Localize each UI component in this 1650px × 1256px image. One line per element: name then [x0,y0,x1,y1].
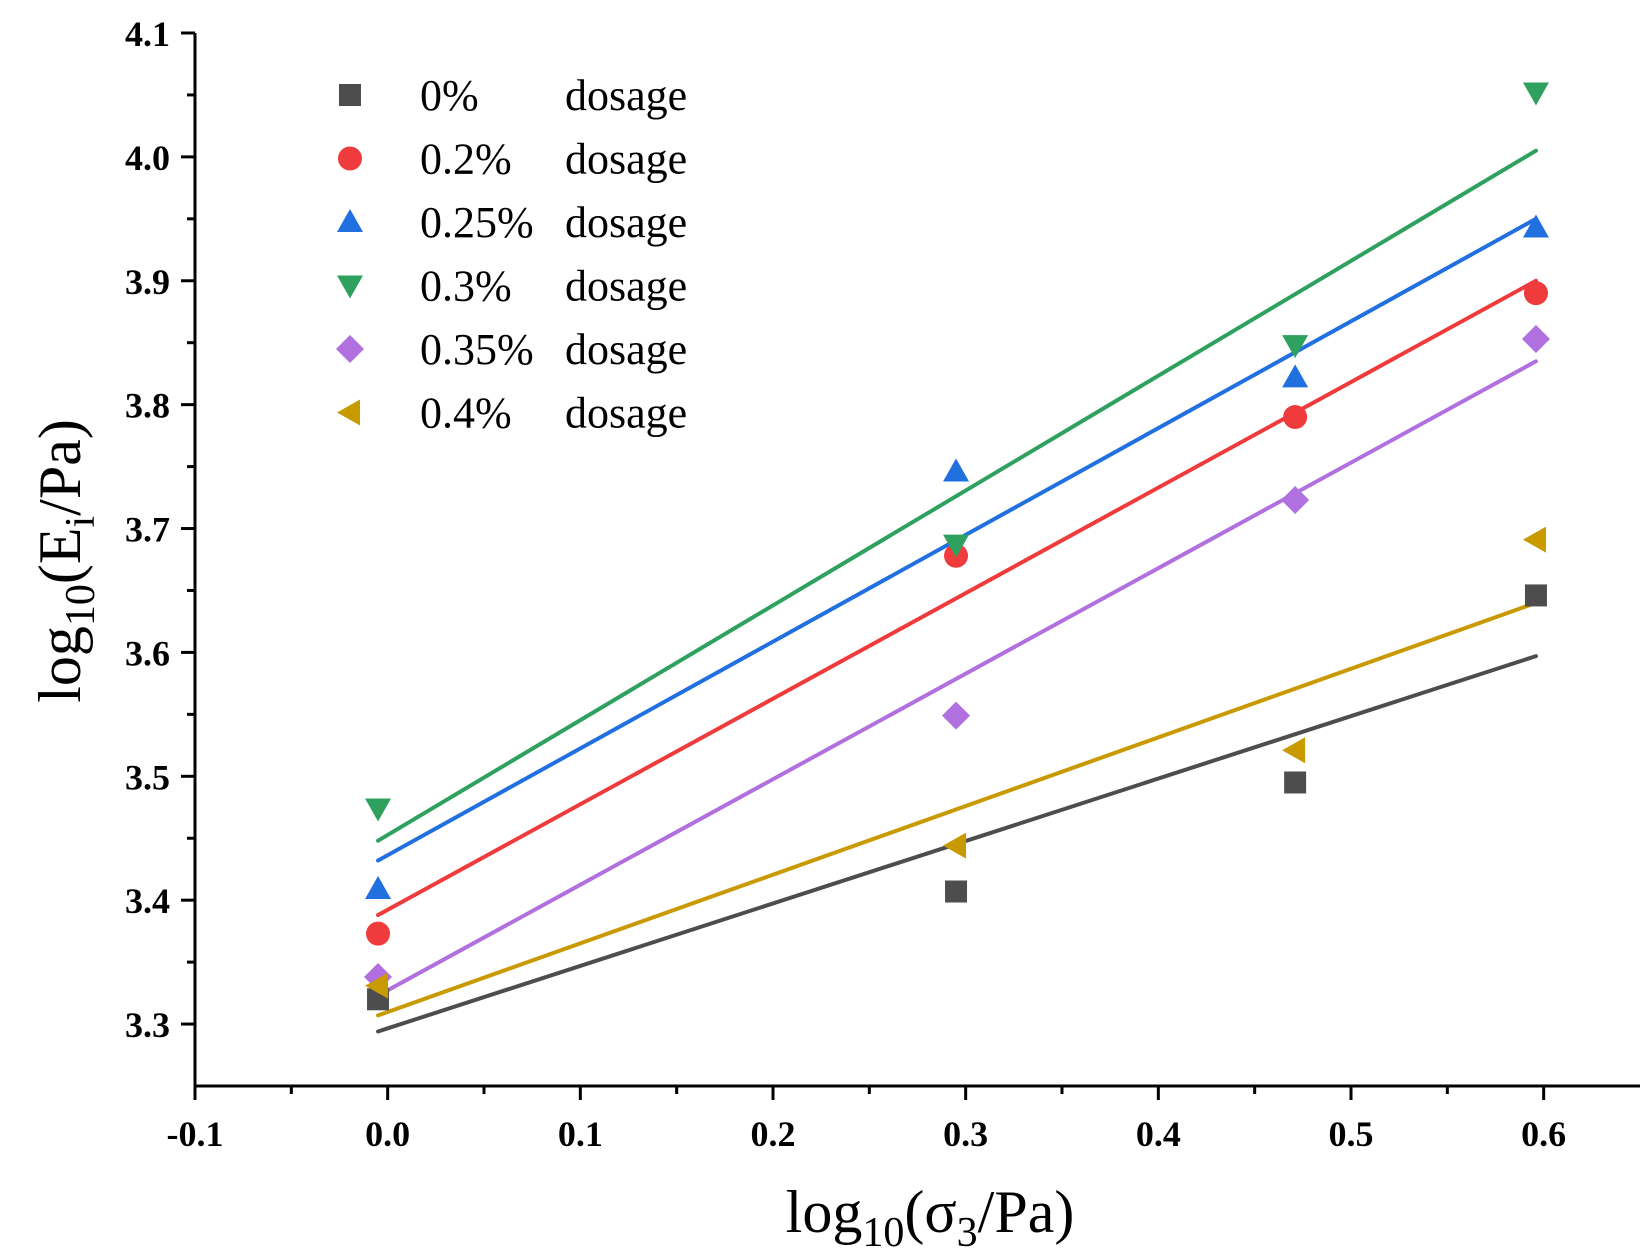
axes: -0.1 0.0 0.1 0.2 0.3 0.4 0.5 0.6 3.3 3.4 3.5 3.6 3.7… [125,14,1640,1154]
data-point-1-2 [1283,405,1308,430]
y-tick-label: 4.0 [125,138,170,178]
legend-label-4: 0.35% [420,325,534,374]
data-point-3-1 [943,534,970,558]
y-tick-label: 3.9 [125,262,170,302]
legend-marker-1 [338,146,362,171]
legend-marker-2 [337,209,363,232]
y-tick-label: 3.6 [125,633,170,673]
legend-suffix-1: dosage [565,135,687,184]
x-tick-label: -0.1 [167,1114,224,1154]
data-point-4-2 [1281,486,1310,515]
fit-line-4 [376,359,1538,998]
y-tick-label: 3.5 [125,757,170,797]
x-tick-label: 0.3 [943,1114,988,1154]
data-point-2-3 [1522,214,1549,238]
x-tick-label: 0.1 [558,1114,603,1154]
y-tick-label: 4.1 [125,14,170,54]
data-point-2-2 [1282,364,1309,388]
data-point-2-0 [365,876,392,900]
legend-suffix-4: dosage [565,325,687,374]
x-tick-label: 0.2 [751,1114,796,1154]
y-axis-title: log10(Ei/Pa) [27,419,104,703]
x-axis-title: log10(σ3/Pa) [786,1179,1075,1256]
data-point-5-3 [1522,526,1546,553]
legend-marker-3 [337,275,363,299]
data-point-5-1 [943,832,967,859]
y-tick-label: 3.7 [125,510,170,550]
x-tick-label: 0.4 [1136,1114,1181,1154]
data-point-3-3 [1522,82,1549,106]
data-point-0-2 [1284,771,1307,794]
data-point-0-3 [1524,584,1547,607]
legend-suffix-2: dosage [565,198,687,247]
y-tick-label: 3.3 [125,1005,170,1045]
fit-line-5 [376,600,1538,1018]
legend-label-0: 0% [420,71,479,120]
fit-line-3 [376,148,1538,843]
data-point-1-3 [1523,281,1548,306]
legend-label-1: 0.2% [420,135,512,184]
fit-line-1 [376,278,1538,918]
x-tick-label: 0.6 [1521,1114,1566,1154]
legend-marker-5 [337,399,360,426]
legend-marker-4 [336,335,364,363]
legend-label-5: 0.4% [420,389,512,438]
data-point-1-0 [366,921,391,946]
data-point-2-1 [943,458,970,482]
data-point-5-2 [1282,737,1306,764]
data-point-3-2 [1282,335,1309,359]
legend-suffix-0: dosage [565,71,687,120]
x-tick-label: 0.5 [1329,1114,1374,1154]
data-markers [364,82,1550,1011]
legend: 0% dosage 0.2% dosage 0.25% dosage 0.3% dosage 0… [336,71,687,438]
legend-marker-0 [339,84,361,106]
x-tick-label: 0.0 [365,1114,410,1154]
data-point-0-1 [945,880,968,903]
data-point-4-1 [942,701,971,730]
legend-suffix-5: dosage [565,389,687,438]
y-tick-label: 3.8 [125,386,170,426]
legend-label-2: 0.25% [420,198,534,247]
y-tick-label: 3.4 [125,881,170,921]
data-point-3-0 [365,798,392,822]
data-point-4-3 [1521,324,1550,353]
legend-label-3: 0.3% [420,262,512,311]
legend-suffix-3: dosage [565,262,687,311]
data-point-5-0 [365,972,389,999]
